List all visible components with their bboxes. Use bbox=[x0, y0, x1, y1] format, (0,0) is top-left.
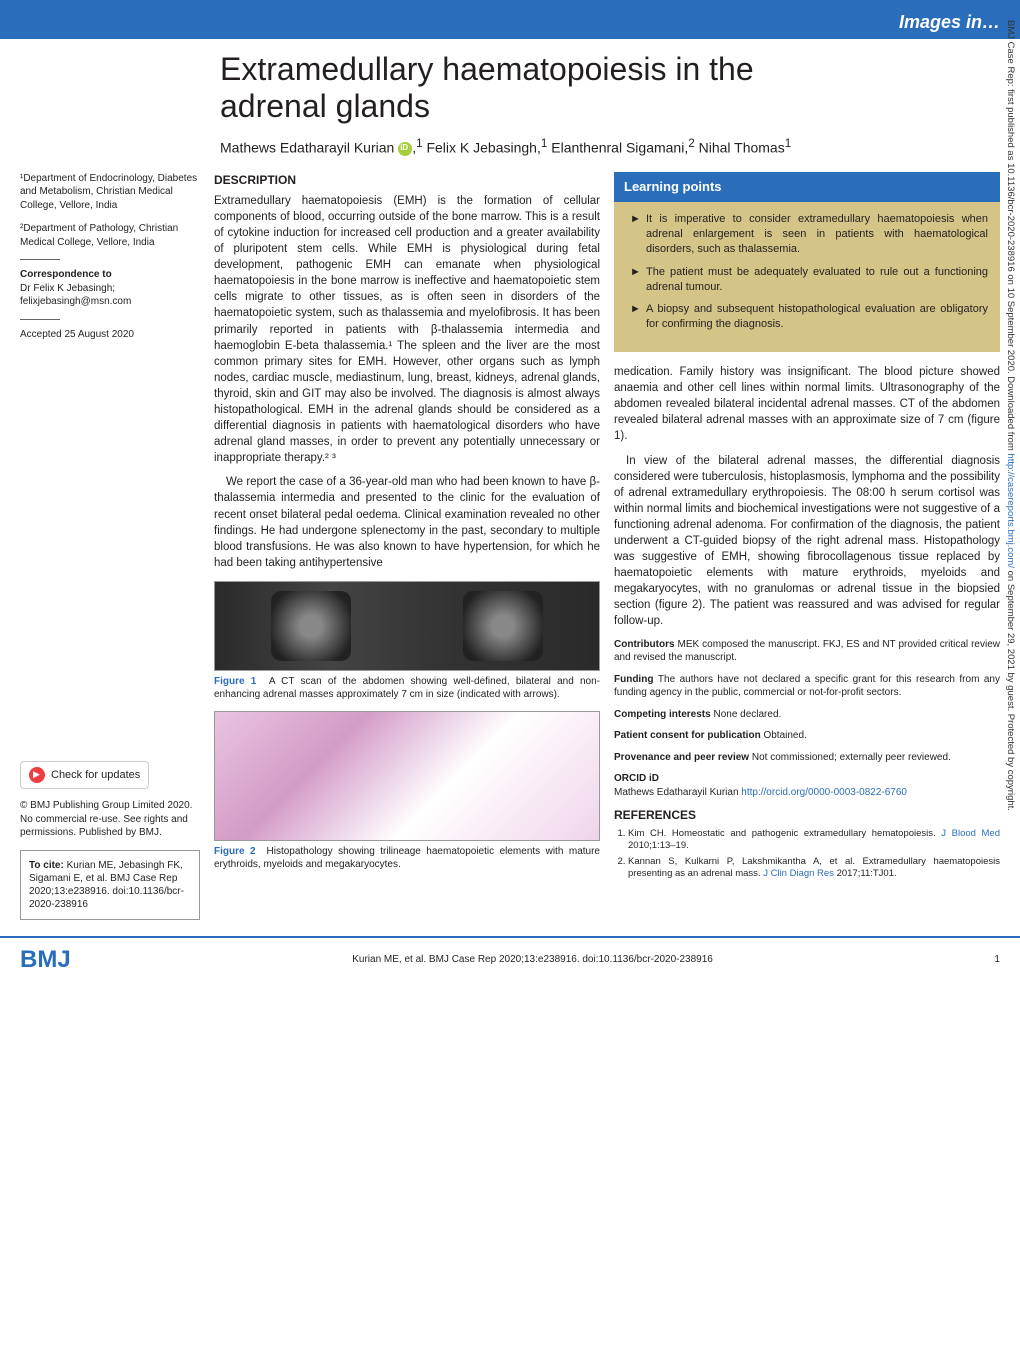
vertical-side-text: BMJ Case Rep: first published as 10.1136… bbox=[1005, 20, 1016, 1320]
page-footer: BMJ Kurian ME, et al. BMJ Case Rep 2020;… bbox=[0, 936, 1020, 982]
accepted-date: Accepted 25 August 2020 bbox=[20, 328, 200, 342]
bmj-logo: BMJ bbox=[20, 946, 71, 974]
ref1-link[interactable]: J Blood Med bbox=[941, 828, 1000, 839]
figure-2: Figure 2 Histopathology showing trilinea… bbox=[214, 711, 600, 871]
figure-1-image bbox=[214, 581, 600, 671]
crossmark-icon bbox=[29, 767, 45, 783]
main-columns: DESCRIPTION Extramedullary haematopoiesi… bbox=[214, 172, 1000, 920]
provenance-label: Provenance and peer review bbox=[614, 752, 749, 763]
ref2-suffix: 2017;11:TJ01. bbox=[834, 868, 897, 879]
affiliation-1: ¹Department of Endocrinology, Diabetes a… bbox=[20, 172, 200, 213]
copyright-text: © BMJ Publishing Group Limited 2020. No … bbox=[20, 799, 200, 840]
author-2-aff: 1 bbox=[541, 137, 547, 150]
learning-points-box: Learning points It is imperative to cons… bbox=[614, 172, 1000, 352]
author-1-aff: 1 bbox=[416, 137, 422, 150]
correspondence-head: Correspondence to bbox=[20, 269, 112, 280]
title-block: Extramedullary haematopoiesis in the adr… bbox=[0, 51, 1020, 172]
column-2: Learning points It is imperative to cons… bbox=[614, 172, 1000, 920]
affiliation-2: ²Department of Pathology, Christian Medi… bbox=[20, 222, 200, 249]
references-list: Kim CH. Homeostatic and pathogenic extra… bbox=[614, 828, 1000, 880]
author-4-aff: 1 bbox=[785, 137, 791, 150]
contributors-label: Contributors bbox=[614, 639, 675, 650]
competing-label: Competing interests bbox=[614, 709, 711, 720]
provenance: Provenance and peer review Not commissio… bbox=[614, 751, 1000, 765]
correspondence-body: Dr Felix K Jebasingh; felixjebasingh@msn… bbox=[20, 283, 131, 308]
competing-interests: Competing interests None declared. bbox=[614, 708, 1000, 722]
author-2: Felix K Jebasingh, bbox=[426, 140, 540, 156]
page-number: 1 bbox=[994, 954, 1000, 965]
column-1: DESCRIPTION Extramedullary haematopoiesi… bbox=[214, 172, 600, 920]
check-updates-label: Check for updates bbox=[51, 768, 140, 783]
left-sidebar: ¹Department of Endocrinology, Diabetes a… bbox=[20, 172, 200, 920]
competing-text: None declared. bbox=[713, 709, 781, 720]
ref2-link[interactable]: J Clin Diagn Res bbox=[763, 868, 834, 879]
orcid-heading: ORCID iD bbox=[614, 773, 659, 784]
figure-1-caption: Figure 1 A CT scan of the abdomen showin… bbox=[214, 675, 600, 701]
sidetext-pre: BMJ Case Rep: first published as 10.1136… bbox=[1005, 20, 1016, 453]
figure-2-label: Figure 2 bbox=[214, 846, 256, 857]
category-banner: Images in… bbox=[0, 6, 1020, 39]
description-p1: Extramedullary haematopoiesis (EMH) is t… bbox=[214, 193, 600, 467]
ref1-text: Kim CH. Homeostatic and pathogenic extra… bbox=[628, 828, 941, 839]
author-3-aff: 2 bbox=[688, 137, 694, 150]
sidetext-post: on September 29, 2021 by guest. Protecte… bbox=[1005, 568, 1016, 811]
orcid-icon[interactable] bbox=[398, 142, 412, 156]
references-heading: REFERENCES bbox=[614, 807, 1000, 824]
reference-1: Kim CH. Homeostatic and pathogenic extra… bbox=[628, 828, 1000, 853]
divider bbox=[20, 259, 60, 260]
footer-citation: Kurian ME, et al. BMJ Case Rep 2020;13:e… bbox=[352, 954, 713, 965]
content-area: ¹Department of Endocrinology, Diabetes a… bbox=[0, 172, 1020, 920]
consent-label: Patient consent for publication bbox=[614, 730, 761, 741]
orcid-author-name: Mathews Edatharayil Kurian bbox=[614, 787, 739, 798]
article-title: Extramedullary haematopoiesis in the adr… bbox=[220, 51, 800, 125]
description-heading: DESCRIPTION bbox=[214, 172, 600, 189]
funding: Funding The authors have not declared a … bbox=[614, 673, 1000, 700]
patient-consent: Patient consent for publication Obtained… bbox=[614, 729, 1000, 743]
learning-points-heading: Learning points bbox=[614, 172, 1000, 202]
author-3: Elanthenral Sigamani, bbox=[551, 140, 688, 156]
citation-box: To cite: Kurian ME, Jebasingh FK, Sigama… bbox=[20, 850, 200, 920]
figure-1-label: Figure 1 bbox=[214, 676, 256, 687]
body-p1: medication. Family history was insignifi… bbox=[614, 364, 1000, 444]
figure-2-text: Histopathology showing trilineage haemat… bbox=[214, 846, 600, 870]
author-1: Mathews Edatharayil Kurian bbox=[220, 140, 394, 156]
ct-slice-right bbox=[463, 591, 543, 661]
ref1-suffix: 2010;1:13–19. bbox=[628, 840, 689, 851]
reference-2: Kannan S, Kulkarni P, Lakshmikantha A, e… bbox=[628, 856, 1000, 881]
learning-point-1: It is imperative to consider extramedull… bbox=[630, 212, 988, 257]
sidetext-link[interactable]: http://casereports.bmj.com/ bbox=[1005, 453, 1016, 568]
author-4: Nihal Thomas bbox=[699, 140, 785, 156]
references-section: REFERENCES Kim CH. Homeostatic and patho… bbox=[614, 807, 1000, 880]
funding-label: Funding bbox=[614, 674, 653, 685]
orcid-link[interactable]: http://orcid.org/0000-0003-0822-6760 bbox=[741, 787, 907, 798]
figure-2-caption: Figure 2 Histopathology showing trilinea… bbox=[214, 845, 600, 871]
divider bbox=[20, 319, 60, 320]
contributors: Contributors MEK composed the manuscript… bbox=[614, 638, 1000, 665]
description-p2: We report the case of a 36-year-old man … bbox=[214, 474, 600, 571]
learning-point-3: A biopsy and subsequent histopathologica… bbox=[630, 302, 988, 332]
ct-slice-left bbox=[271, 591, 351, 661]
figure-2-image bbox=[214, 711, 600, 841]
author-list: Mathews Edatharayil Kurian ,1 Felix K Je… bbox=[220, 137, 800, 156]
provenance-text: Not commissioned; externally peer review… bbox=[752, 752, 951, 763]
cite-label: To cite: bbox=[29, 860, 64, 871]
body-p2: In view of the bilateral adrenal masses,… bbox=[614, 453, 1000, 630]
learning-point-2: The patient must be adequately evaluated… bbox=[630, 265, 988, 295]
orcid-section: ORCID iD Mathews Edatharayil Kurian http:… bbox=[614, 772, 1000, 799]
funding-text: The authors have not declared a specific… bbox=[614, 674, 1000, 699]
check-updates-button[interactable]: Check for updates bbox=[20, 761, 149, 789]
consent-text: Obtained. bbox=[763, 730, 806, 741]
figure-1: Figure 1 A CT scan of the abdomen showin… bbox=[214, 581, 600, 701]
learning-points-list: It is imperative to consider extramedull… bbox=[626, 212, 988, 332]
figure-1-text: A CT scan of the abdomen showing well-de… bbox=[214, 676, 600, 700]
